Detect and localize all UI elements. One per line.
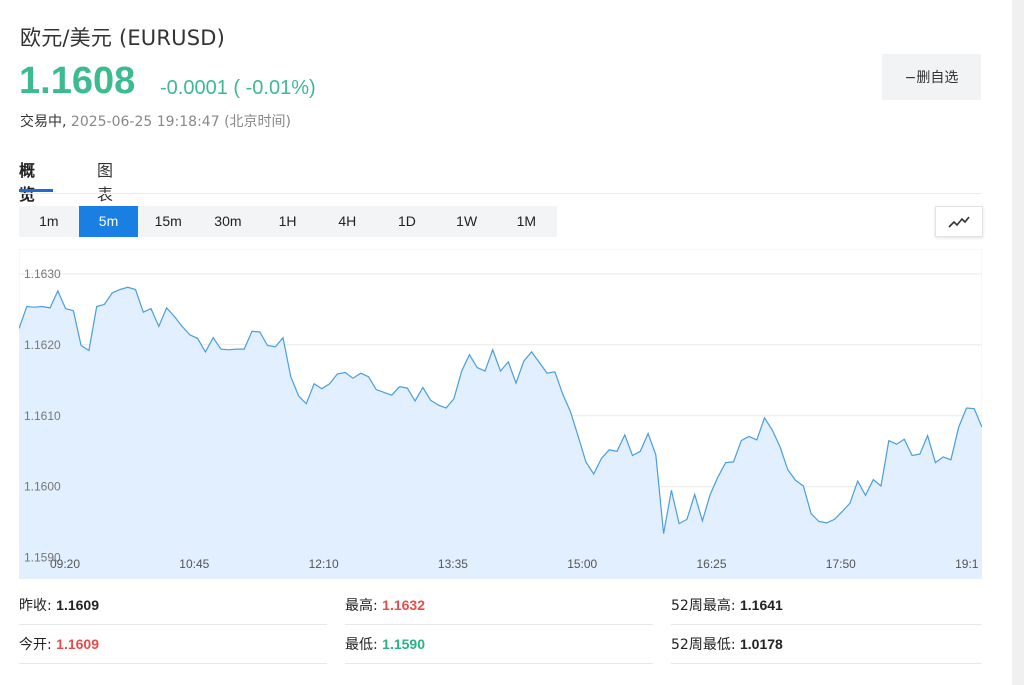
period-1w[interactable]: 1W: [456, 213, 478, 229]
x-tick-label: 19:1: [955, 557, 979, 571]
trading-status: 交易中,: [20, 114, 67, 130]
y-tick-label: 1.1590: [24, 551, 61, 565]
quote-timestamp: 2025-06-25 19:18:47: [70, 114, 220, 130]
line-chart-icon: [948, 216, 970, 228]
period-1mo[interactable]: 1M: [516, 213, 537, 229]
stat-open: 今开: 1.1609: [19, 625, 327, 664]
stat-high: 最高: 1.1632: [345, 586, 653, 625]
period-1d[interactable]: 1D: [398, 213, 416, 229]
price-chart[interactable]: 1.1630 1.1620 1.1610 1.1600 1.1590 09:20 10:45…: [19, 249, 982, 579]
chart-type-button[interactable]: [935, 206, 983, 237]
stat-52w-low: 52周最低: 1.0178: [671, 625, 982, 664]
instrument-title: 欧元/美元 (EURUSD): [20, 26, 226, 50]
y-tick-label: 1.1630: [24, 267, 61, 281]
y-tick-label: 1.1620: [24, 338, 61, 352]
y-tick-label: 1.1610: [24, 409, 61, 423]
stat-value: 1.1632: [382, 597, 425, 613]
stat-value: 1.0178: [739, 636, 783, 652]
stat-value: 1.1609: [56, 636, 99, 652]
tabs-divider: [19, 193, 981, 194]
period-15m[interactable]: 15m: [154, 213, 182, 229]
remove-watchlist-button[interactable]: −删自选: [882, 54, 981, 100]
x-tick-label: 12:10: [309, 557, 339, 571]
stat-low: 最低: 1.1590: [345, 625, 653, 664]
y-tick-label: 1.1600: [24, 480, 61, 494]
tab-chart[interactable]: 图表: [97, 161, 114, 204]
stat-value: 1.1641: [739, 597, 783, 613]
x-tick-label: 10:45: [179, 557, 209, 571]
current-price: 1.1608: [19, 60, 136, 102]
period-5m[interactable]: 5m: [78, 206, 139, 237]
x-tick-label: 15:00: [567, 557, 597, 571]
x-tick-label: 09:20: [50, 557, 80, 571]
period-4h[interactable]: 4H: [338, 213, 357, 229]
x-tick-label: 16:25: [697, 557, 727, 571]
price-line: [19, 286, 982, 534]
period-30m[interactable]: 30m: [214, 213, 242, 229]
timezone-label: (北京时间): [224, 114, 291, 130]
page-scrollbar[interactable]: [1012, 0, 1024, 685]
stat-value: 1.1590: [382, 636, 425, 652]
price-change: -0.0001 ( -0.01%): [160, 77, 316, 99]
stat-52w-high: 52周最高: 1.1641: [671, 586, 982, 625]
period-1h[interactable]: 1H: [278, 213, 297, 229]
trading-status-row: 交易中, 2025-06-25 19:18:47 (北京时间): [20, 111, 291, 131]
stat-value: 1.1609: [56, 597, 99, 613]
price-area: [19, 287, 982, 579]
period-1m[interactable]: 1m: [39, 213, 59, 229]
x-tick-label: 17:50: [826, 557, 856, 571]
active-tab-indicator: [19, 189, 53, 192]
period-selector: 1m 5m 15m 30m 1H 4H 1D 1W 1M: [19, 206, 557, 237]
stat-prev-close: 昨收: 1.1609: [19, 586, 327, 625]
x-tick-label: 13:35: [438, 557, 468, 571]
